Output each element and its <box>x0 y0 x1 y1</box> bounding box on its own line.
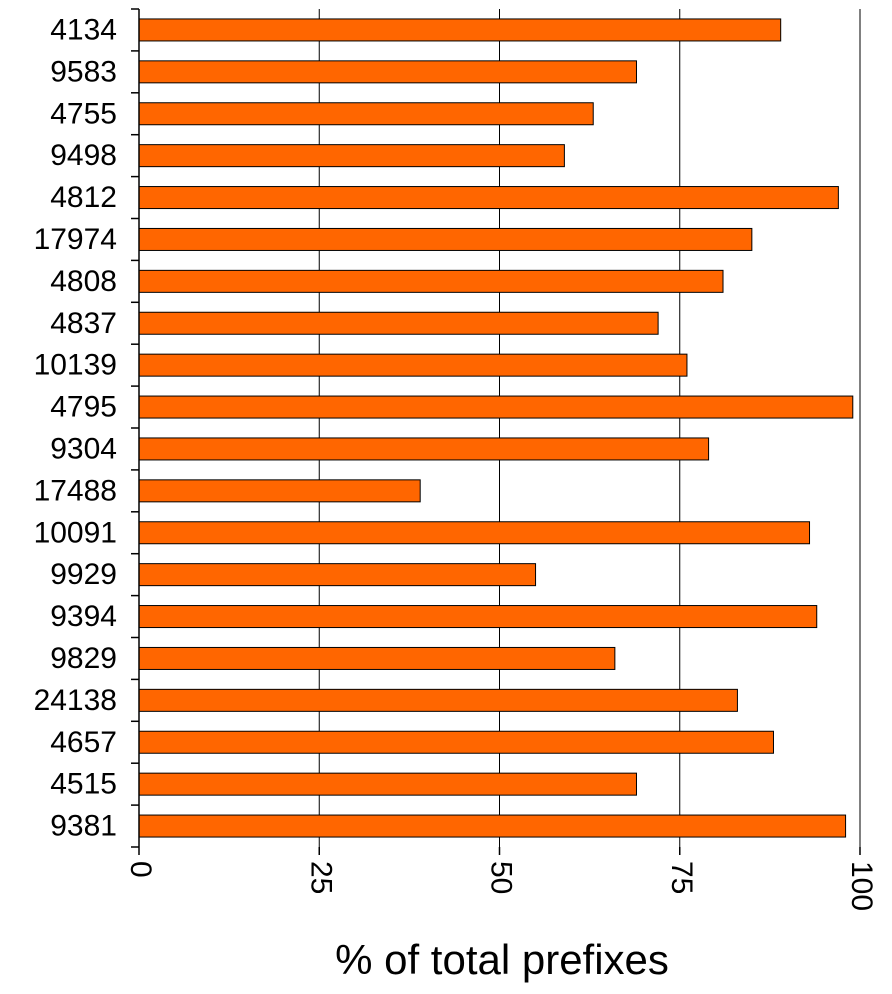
category-label: 9583 <box>50 55 117 88</box>
category-label: 9304 <box>50 432 117 465</box>
bar <box>138 646 616 670</box>
bar <box>138 353 688 377</box>
category-labels: 4134 9583 4755 9498 4812 17974 4808 4837 10139 47… <box>34 13 117 842</box>
grid-lines <box>318 9 861 847</box>
bars <box>138 18 854 838</box>
category-label: 9829 <box>50 642 117 675</box>
bar <box>138 395 854 419</box>
bar <box>138 18 782 42</box>
bar <box>138 437 710 461</box>
bar <box>138 605 818 629</box>
category-label: 4837 <box>50 307 117 340</box>
bar <box>138 563 537 587</box>
category-label: 9498 <box>50 139 117 172</box>
bar <box>138 311 659 335</box>
bar <box>138 60 637 84</box>
bar <box>138 186 839 210</box>
category-label: 4812 <box>50 181 117 214</box>
bar <box>138 521 811 545</box>
bar <box>138 730 774 754</box>
bar <box>138 227 753 251</box>
bar <box>138 814 847 838</box>
category-label: 4515 <box>50 768 117 801</box>
bar <box>138 144 565 168</box>
bar <box>138 688 738 712</box>
category-label: 9381 <box>50 810 117 843</box>
axes <box>131 8 861 855</box>
x-tick-label: 100 <box>845 861 878 911</box>
category-label: 4808 <box>50 265 117 298</box>
category-label: 4657 <box>50 726 117 759</box>
category-label: 10091 <box>34 516 117 549</box>
bar <box>138 102 594 126</box>
x-axis-title: % of total prefixes <box>335 936 669 983</box>
category-label: 4795 <box>50 391 117 424</box>
x-tick-label: 50 <box>485 861 518 894</box>
x-tick-label: 0 <box>124 861 157 878</box>
category-label: 10139 <box>34 349 117 382</box>
category-label: 4134 <box>50 13 117 46</box>
category-label: 9929 <box>50 558 117 591</box>
bar <box>138 479 421 503</box>
category-label: 24138 <box>34 684 117 717</box>
category-label: 17488 <box>34 474 117 507</box>
bar <box>138 772 637 796</box>
category-label: 4755 <box>50 97 117 130</box>
category-label: 17974 <box>34 223 117 256</box>
bar <box>138 269 724 293</box>
category-label: 9394 <box>50 600 117 633</box>
x-tick-label: 75 <box>665 861 698 894</box>
x-tick-label: 25 <box>304 861 337 894</box>
tick-labels: 0 25 50 75 100 <box>124 861 878 911</box>
